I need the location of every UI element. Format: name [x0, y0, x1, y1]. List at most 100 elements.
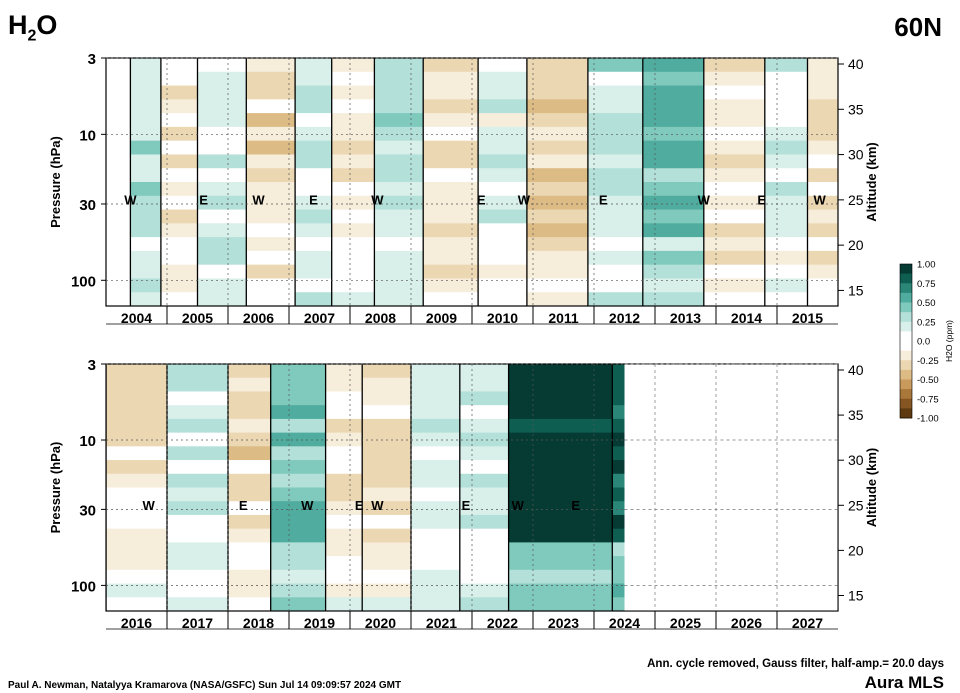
heatmap-cell — [508, 501, 613, 516]
heatmap-cell — [374, 71, 424, 87]
heatmap-cell — [362, 460, 412, 475]
heatmap-cell — [703, 292, 766, 306]
heatmap-cell — [130, 126, 162, 142]
heatmap-cell — [807, 182, 838, 197]
colorbar-swatch — [900, 369, 912, 380]
heatmap-cell — [331, 250, 375, 266]
heatmap-cell — [167, 391, 229, 406]
heatmap-cell — [807, 278, 838, 293]
heatmap-cell — [197, 278, 247, 293]
heatmap-cell — [526, 99, 589, 114]
colorbar-tick-label: 0.0 — [917, 337, 930, 348]
heatmap-cell — [374, 223, 424, 238]
heatmap-cell — [374, 292, 424, 306]
heatmap-cell — [612, 418, 626, 434]
heatmap-cell — [764, 292, 809, 306]
heatmap-cell — [246, 195, 296, 211]
heatmap-cell — [362, 405, 412, 420]
heatmap-cell — [587, 264, 644, 280]
heatmap-cell — [459, 542, 510, 557]
heatmap-cell — [325, 514, 363, 530]
heatmap-cell — [807, 58, 838, 73]
colorbar-swatch — [900, 283, 912, 294]
heatmap-cell — [325, 528, 363, 543]
year-label: 2004 — [121, 310, 152, 326]
qbo-phase-label: E — [239, 498, 248, 513]
pressure-tick-label: 3 — [88, 357, 96, 374]
heatmap-cell — [270, 446, 327, 461]
heatmap-cell — [478, 209, 528, 224]
heatmap-cell — [325, 460, 363, 475]
heatmap-cell — [642, 113, 705, 128]
colorbar-tick-label: 0.50 — [917, 298, 936, 309]
year-label: 2020 — [365, 615, 396, 631]
heatmap-cell — [295, 292, 333, 306]
heatmap-cell — [764, 223, 809, 238]
heatmap-cell — [459, 528, 510, 543]
altitude-tick-label: 15 — [848, 587, 864, 603]
heatmap-cell — [167, 418, 229, 434]
pressure-tick-label: 100 — [71, 578, 96, 595]
heatmap-cell — [228, 473, 272, 489]
qbo-phase-label: E — [757, 193, 766, 208]
heatmap-cell — [270, 473, 327, 489]
heatmap-cell — [228, 432, 272, 447]
panel-bottom: 3 10 30 100 40 35 30 25 20 15 Pressure (hPa) Altitu… — [48, 357, 879, 631]
heatmap-cell — [374, 85, 424, 100]
heatmap-cell — [325, 405, 363, 420]
heatmap-cell — [167, 364, 229, 379]
y-axis-title: Pressure (hPa) — [48, 442, 63, 534]
qbo-phase-label: W — [371, 193, 384, 208]
heatmap-cell — [587, 250, 644, 266]
heatmap-cell — [642, 182, 705, 197]
heatmap-cell — [807, 292, 838, 306]
heatmap-cell — [807, 113, 838, 128]
heatmap-cell — [270, 391, 327, 406]
heatmap-cell — [478, 113, 528, 128]
year-label: 2021 — [426, 615, 457, 631]
heatmap-cell — [228, 487, 272, 502]
heatmap-cell — [423, 85, 479, 100]
heatmap-cell — [478, 154, 528, 169]
heatmap-cell — [228, 528, 272, 543]
colorbar-swatch — [900, 264, 912, 275]
heatmap-cell — [411, 446, 461, 461]
y-axis-title-right: Altitude (km) — [864, 142, 879, 221]
heatmap-cell — [411, 391, 461, 406]
heatmap-cell — [508, 583, 613, 598]
heatmap-cell — [459, 364, 510, 379]
heatmap-cell — [612, 583, 626, 598]
heatmap-cell — [295, 71, 333, 87]
heatmap-cell — [197, 292, 247, 306]
heatmap-cell — [508, 364, 613, 379]
heatmap-cell — [411, 473, 461, 489]
colorbar-swatch — [900, 321, 912, 332]
heatmap-cell — [411, 460, 461, 475]
heatmap-cell — [703, 113, 766, 128]
heatmap-cell — [167, 514, 229, 530]
colorbar-swatch — [900, 389, 912, 400]
colorbar-swatch — [900, 273, 912, 284]
heatmap-cell — [160, 264, 199, 280]
heatmap-cell — [270, 364, 327, 379]
qbo-phase-label: W — [301, 498, 314, 513]
heatmap-cell — [374, 113, 424, 128]
heatmap-cell — [459, 377, 510, 393]
heatmap-cell — [411, 597, 461, 611]
heatmap-cell — [612, 460, 626, 475]
y-axis-title-right: Altitude (km) — [864, 448, 879, 527]
heatmap-cell — [459, 597, 510, 611]
heatmap-cell — [325, 597, 363, 611]
heatmap-cell — [295, 237, 333, 252]
heatmap-cell — [130, 278, 162, 293]
heatmap-cell — [807, 71, 838, 87]
heatmap-cell — [374, 168, 424, 183]
heatmap-cell — [764, 154, 809, 169]
altitude-tick-label: 20 — [848, 237, 864, 253]
heatmap-cell — [106, 487, 168, 502]
heatmap-cell — [703, 182, 766, 197]
year-label: 2014 — [731, 310, 762, 326]
heatmap-cell — [331, 71, 375, 87]
heatmap-cell — [106, 377, 168, 393]
colorbar-tick-label: 1.00 — [917, 260, 936, 271]
